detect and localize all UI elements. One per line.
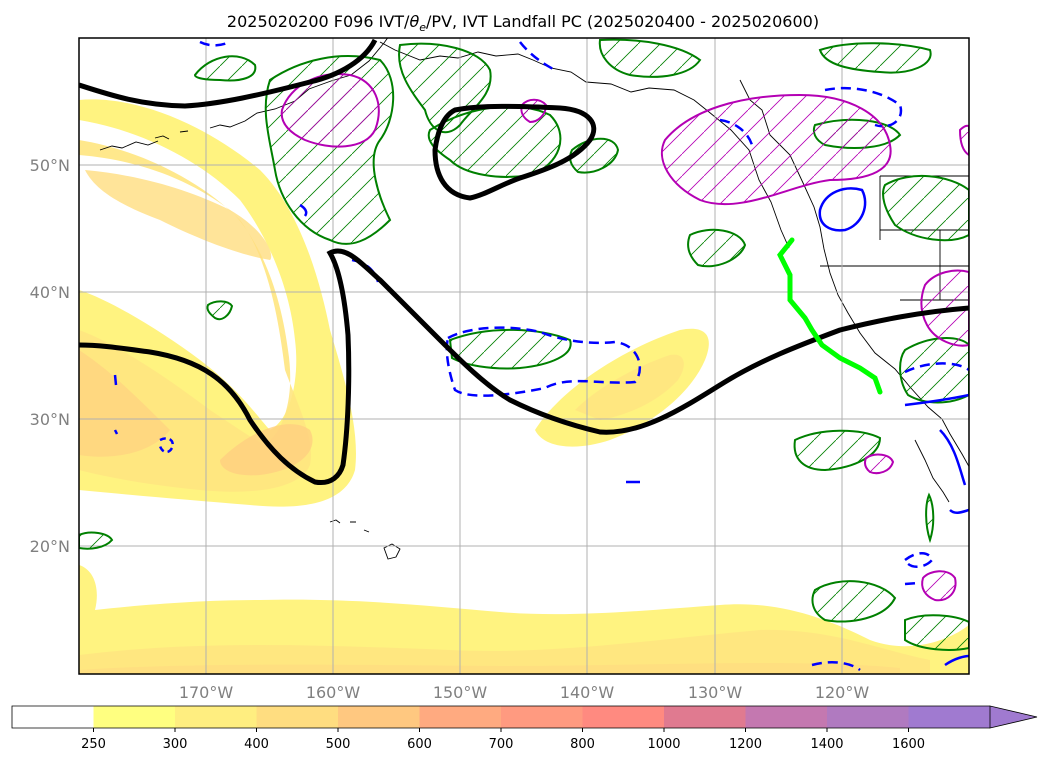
map-title: 2025020200 F096 IVT/θe/PV, IVT Landfall … [227, 12, 819, 34]
colorbar-label: 1000 [647, 737, 680, 752]
lat-label-50n: 50°N [30, 156, 70, 175]
lat-label-20n: 20°N [30, 537, 70, 556]
colorbar-segment [12, 706, 94, 728]
colorbar-segment [338, 706, 420, 728]
colorbar-label: 800 [570, 737, 595, 752]
colorbar-segment [827, 706, 909, 728]
colorbar-segment [908, 706, 991, 728]
colorbar-segment [501, 706, 583, 728]
colorbar-label: 250 [81, 737, 106, 752]
colorbar-segment [582, 706, 665, 728]
lat-labels: 50°N 40°N 30°N 20°N [30, 156, 70, 556]
colorbar-label: 600 [407, 737, 432, 752]
colorbar-label: 1200 [729, 737, 762, 752]
lon-label-140w: 140°W [560, 683, 615, 702]
lon-label-160w: 160°W [306, 683, 361, 702]
colorbar-segment [175, 706, 257, 728]
ivt-blue-contours [113, 40, 969, 672]
colorbar-segment [419, 706, 502, 728]
colorbar-label: 300 [163, 737, 188, 752]
colorbar: 250 300 400 500 600 700 800 1000 1200 1400 1600 [11, 705, 1038, 752]
lon-label-150w: 150°W [433, 683, 488, 702]
lat-label-30n: 30°N [30, 410, 70, 429]
lon-label-130w: 130°W [688, 683, 743, 702]
colorbar-label: 500 [326, 737, 351, 752]
pv-contours [79, 38, 969, 486]
colorbar-label: 400 [244, 737, 269, 752]
colorbar-segment [93, 706, 176, 728]
pv-hatched-regions [280, 73, 969, 602]
lon-label-120w: 120°W [815, 683, 870, 702]
lat-label-40n: 40°N [30, 283, 70, 302]
map-area [79, 38, 969, 674]
landfall-line [777, 237, 883, 395]
colorbar-segment [745, 706, 828, 728]
map-frame [78, 37, 970, 675]
colorbar-label: 700 [489, 737, 514, 752]
colorbar-label: 1600 [892, 737, 925, 752]
theta-e-hatched-regions [79, 38, 969, 651]
lon-labels: 170°W 160°W 150°W 140°W 130°W 120°W [179, 683, 870, 702]
colorbar-segment [256, 706, 339, 728]
colorbar-segment [664, 706, 746, 728]
ivt-shading [79, 99, 969, 674]
lon-label-170w: 170°W [179, 683, 234, 702]
colorbar-extend-arrow [989, 705, 1038, 729]
colorbar-label: 1400 [810, 737, 843, 752]
